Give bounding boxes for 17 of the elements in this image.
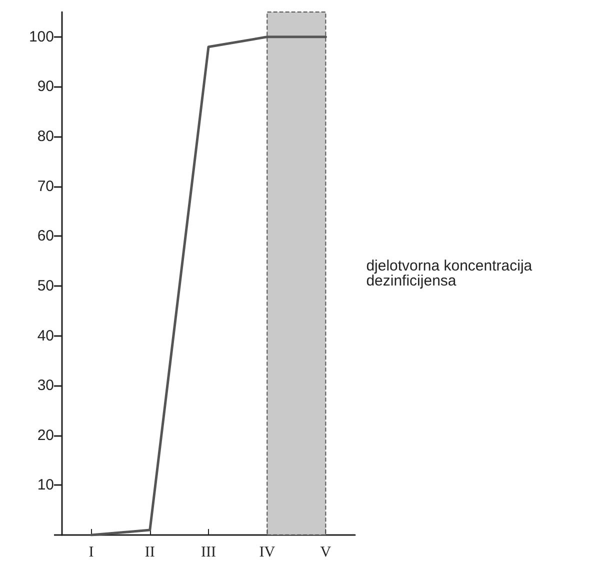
- band-label: djelotvorna koncentracija dezinficijensa: [366, 258, 536, 290]
- line-series: [90, 36, 327, 536]
- y-tick-label: 90: [37, 78, 54, 96]
- x-tick-label: I: [88, 544, 94, 560]
- y-tick-label: 60: [37, 228, 54, 245]
- x-tick-label: IV: [259, 544, 276, 560]
- x-tick-label: III: [201, 544, 216, 560]
- y-tick-label: 50: [37, 277, 54, 294]
- x-tick-label: V: [320, 544, 332, 560]
- y-tick-label: 80: [37, 128, 54, 146]
- y-tick-label: 100: [28, 28, 54, 46]
- y-tick-label: 20: [37, 426, 54, 444]
- y-tick-label: 40: [37, 327, 54, 344]
- y-tick-label: 30: [37, 377, 54, 394]
- x-tick-label: II: [144, 544, 155, 560]
- y-tick-label: 10: [37, 476, 54, 494]
- y-tick-label: 70: [37, 178, 54, 195]
